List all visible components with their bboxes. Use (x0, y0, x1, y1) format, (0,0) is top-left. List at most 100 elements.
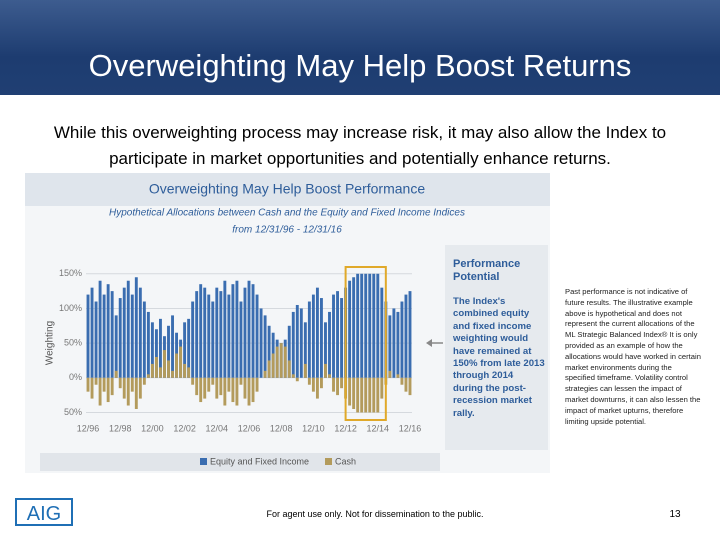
bar (319, 377, 323, 389)
bar (324, 363, 327, 378)
bar (98, 280, 102, 378)
bar (138, 287, 142, 378)
bar (408, 377, 412, 396)
bar (130, 377, 134, 392)
bar (404, 294, 408, 378)
bar (219, 377, 223, 396)
bar (255, 377, 259, 392)
bar (307, 301, 311, 378)
footer-disclaimer: For agent use only. Not for disseminatio… (266, 509, 484, 519)
bar (372, 377, 376, 413)
bar (340, 377, 344, 389)
bar (114, 370, 118, 378)
bar (207, 294, 211, 378)
x-tick-label: 12/10 (302, 423, 325, 433)
bar (303, 322, 307, 378)
bar (311, 377, 315, 392)
bar (199, 377, 203, 403)
bar (303, 363, 307, 378)
y-tick-label: 50% (64, 337, 82, 347)
slide-subtitle: While this overweighting process may inc… (53, 123, 667, 168)
bar (356, 273, 360, 378)
bar (231, 377, 235, 403)
bar (175, 353, 179, 378)
bar (235, 377, 239, 406)
bar (211, 301, 215, 378)
x-tick-label: 12/02 (173, 423, 196, 433)
header-band (0, 0, 720, 95)
bar (315, 287, 319, 378)
bar (295, 304, 299, 378)
disclosure-note: Past performance is not indicative of fu… (565, 287, 701, 426)
logo: AIG (15, 498, 73, 526)
bar (146, 374, 150, 378)
bar (191, 301, 195, 378)
bar (243, 377, 247, 399)
bar (299, 308, 303, 378)
legend-swatch (325, 458, 332, 465)
bar (396, 311, 400, 378)
bar (159, 367, 162, 378)
bar (279, 343, 283, 378)
bar (396, 374, 400, 378)
bar (98, 377, 102, 406)
bar (183, 363, 187, 378)
chart-subtitle: Hypothetical Allocations between Cash an… (109, 208, 465, 219)
bar (195, 377, 199, 396)
bar (154, 356, 158, 378)
x-tick-label: 12/12 (334, 423, 357, 433)
bar (340, 298, 344, 378)
bar (247, 377, 251, 406)
y-tick-label: 50% (64, 407, 82, 417)
bar (126, 280, 130, 378)
bar (142, 377, 146, 385)
y-tick-label: 150% (59, 268, 82, 278)
bar (388, 315, 392, 378)
bar (191, 377, 195, 385)
bar (263, 315, 267, 378)
bar (203, 287, 207, 378)
bar (130, 294, 134, 378)
bar (219, 291, 223, 378)
bar (171, 315, 174, 378)
bar (380, 287, 384, 378)
bar (283, 346, 287, 378)
bar (360, 377, 364, 413)
bar (227, 377, 231, 392)
bar (336, 291, 339, 378)
bar (227, 294, 231, 378)
bar (388, 370, 392, 378)
bar (102, 377, 106, 392)
bar (271, 353, 275, 378)
callout-title: Performance Potential (453, 258, 521, 283)
bar (110, 377, 114, 396)
bar (408, 291, 412, 378)
bar (90, 287, 94, 378)
bar (195, 291, 199, 378)
bar (86, 294, 90, 378)
highlight-box (344, 266, 387, 421)
bar (400, 377, 404, 385)
legend-swatch (200, 458, 207, 465)
bar (150, 363, 154, 378)
bar (154, 329, 158, 378)
x-tick-label: 12/16 (399, 423, 422, 433)
bar (400, 301, 404, 378)
bar (150, 322, 154, 378)
chart-title-band (25, 173, 550, 206)
legend-band (40, 453, 440, 471)
bar (110, 291, 114, 378)
bar (86, 377, 90, 392)
bar (199, 284, 203, 378)
bar (376, 273, 380, 378)
bar (203, 377, 207, 399)
bar (118, 377, 122, 389)
page-number: 13 (669, 509, 681, 520)
bar (215, 287, 219, 378)
bar (106, 377, 110, 403)
arrow-head (426, 339, 432, 347)
y-tick-label: 0% (69, 372, 82, 382)
bar (179, 346, 183, 378)
y-tick-label: 100% (59, 303, 82, 313)
